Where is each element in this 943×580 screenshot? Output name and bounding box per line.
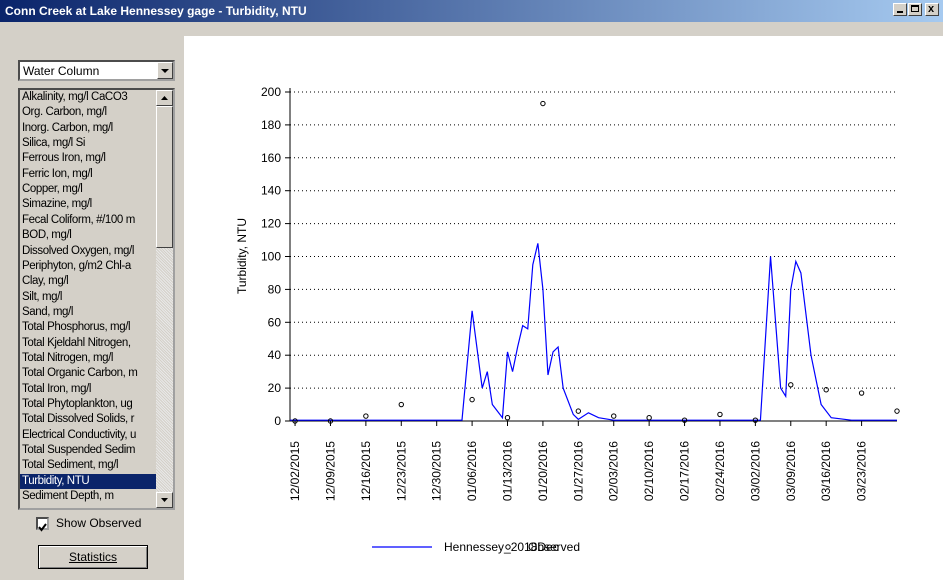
observed-point — [327, 418, 334, 424]
legend-label: Observed — [528, 540, 580, 554]
x-tick-label: 02/17/2016 — [678, 441, 692, 501]
y-tick-label: 140 — [261, 184, 281, 198]
list-item[interactable]: Ferrous Iron, mg/l — [22, 152, 106, 165]
x-tick-label: 03/09/2016 — [784, 441, 798, 501]
observed-point — [858, 390, 865, 396]
x-tick-label: 01/13/2016 — [501, 441, 515, 501]
checkbox[interactable] — [36, 517, 49, 532]
checkbox-label[interactable]: Show Observed — [56, 516, 142, 530]
arrow-icon — [161, 498, 168, 502]
window-title: Conn Creek at Lake Hennessey gage - Turb… — [5, 4, 307, 18]
y-tick-label: 20 — [268, 381, 282, 395]
dropdown-value: Water Column — [23, 64, 100, 78]
y-tick-label: 160 — [261, 151, 281, 165]
x-tick-label: 01/20/2016 — [536, 441, 550, 501]
observed-point — [398, 401, 404, 408]
scrollbar[interactable] — [156, 90, 173, 508]
y-tick-label: 120 — [261, 217, 281, 231]
observed-point — [363, 413, 369, 419]
y-axis-label: Turbidity, NTU — [235, 218, 249, 294]
arrow-icon — [161, 96, 168, 100]
list-item[interactable]: Total Dissolved Solids, r — [22, 413, 135, 426]
statistics-button[interactable]: Statistics — [38, 545, 148, 569]
list-item[interactable]: Total Organic Carbon, m — [22, 367, 138, 380]
list-item[interactable]: Electrical Conductivity, u — [22, 428, 137, 441]
scroll-down[interactable] — [156, 492, 173, 508]
scroll-up[interactable] — [156, 90, 173, 106]
legend-marker — [505, 544, 511, 550]
y-tick-label: 100 — [261, 250, 281, 264]
list-item[interactable]: Sand, mg/l — [22, 305, 73, 318]
x-tick-label: 02/03/2016 — [607, 441, 621, 501]
observed-point — [752, 417, 759, 423]
list-item[interactable]: Ferric Ion, mg/l — [22, 167, 93, 180]
check-mark — [38, 523, 47, 532]
x-tick-label: 12/09/2015 — [323, 441, 337, 501]
list-item[interactable]: Total Iron, mg/l — [22, 382, 92, 395]
list-item[interactable]: Inorg. Carbon, mg/l — [22, 121, 113, 134]
observed-point — [469, 396, 475, 403]
x-tick-label: 02/10/2016 — [642, 441, 656, 501]
observed-point — [646, 415, 652, 421]
minimize-button[interactable] — [893, 3, 907, 16]
y-tick-label: 40 — [268, 348, 282, 362]
list-item[interactable]: Fecal Coliform, #/100 m — [22, 213, 135, 226]
x-tick-label: 03/23/2016 — [855, 441, 869, 501]
list-item[interactable]: Total Sediment, mg/l — [22, 459, 119, 472]
x-tick-label: 01/06/2016 — [465, 441, 479, 501]
x-tick-label: 12/30/2015 — [430, 441, 444, 501]
list-item[interactable]: Silica, mg/l Si — [22, 137, 86, 150]
y-tick-label: 60 — [268, 315, 282, 329]
list-item[interactable]: Periphyton, g/m2 Chl-a — [22, 259, 131, 272]
x-tick-label: 03/16/2016 — [819, 441, 833, 501]
maximize-button[interactable] — [908, 3, 922, 16]
list-item[interactable]: Copper, mg/l — [22, 183, 83, 196]
data-line — [290, 243, 897, 421]
dropdown-arrow[interactable] — [157, 62, 173, 79]
observed-point — [788, 382, 794, 388]
chart: Turbidity, NTU 0 20 40 60 80 100 120 140 160 180 2… — [184, 36, 943, 580]
observed-point — [717, 411, 723, 418]
title-bar: Conn Creek at Lake Hennessey gage - Turb… — [0, 0, 943, 22]
list-item[interactable]: Turbidity, NTU — [20, 473, 156, 489]
list-item[interactable]: Total Kjeldahl Nitrogen, — [22, 336, 131, 349]
observed-point — [894, 408, 900, 414]
list-item[interactable]: Sediment Depth, m — [22, 490, 114, 503]
list-item[interactable]: Total Nitrogen, mg/l — [22, 351, 114, 364]
y-tick-label: 0 — [274, 414, 281, 428]
list-item[interactable]: Org. Carbon, mg/l — [22, 106, 107, 119]
close-button[interactable]: x — [925, 3, 939, 16]
list-item[interactable]: Total Phytoplankton, ug — [22, 398, 133, 410]
list-item[interactable]: Total Phosphorus, mg/l — [22, 321, 131, 334]
observed-point — [540, 100, 546, 107]
x-tick-label: 12/16/2015 — [359, 441, 373, 501]
scroll-thumb[interactable] — [156, 106, 173, 248]
y-tick-label: 180 — [261, 118, 281, 132]
observed-point — [681, 417, 688, 423]
x-tick-label: 12/02/2015 — [288, 441, 302, 501]
list-item[interactable]: Total Suspended Sedim — [22, 444, 136, 457]
list-box[interactable]: Alkalinity, mg/l CaCO3 Org. Carbon, mg/l I… — [18, 88, 175, 510]
x-tick-label: 01/27/2016 — [571, 441, 585, 501]
legend-label: Hennessey_2018Dec — [444, 540, 559, 554]
list-item[interactable]: Dissolved Oxygen, mg/l — [22, 244, 134, 257]
y-tick-label: 200 — [261, 85, 281, 99]
observed-point — [611, 413, 617, 419]
observed-point — [504, 415, 511, 421]
x-tick-label: 03/02/2016 — [748, 441, 762, 501]
arrow-icon — [161, 69, 169, 73]
dropdown[interactable]: Water Column — [18, 60, 175, 81]
list-item[interactable]: Simazine, mg/l — [22, 198, 92, 211]
x-tick-label: 02/24/2016 — [713, 441, 727, 501]
observed-point — [823, 387, 829, 393]
list-item[interactable]: Clay, mg/l — [22, 275, 69, 288]
list-item[interactable]: Alkalinity, mg/l CaCO3 — [22, 91, 128, 103]
x-tick-label: 12/23/2015 — [394, 441, 408, 501]
observed-point — [292, 418, 298, 424]
list-item[interactable]: Silt, mg/l — [22, 290, 63, 303]
list-item[interactable]: BOD, mg/l — [22, 229, 72, 242]
y-tick-label: 80 — [268, 282, 282, 296]
observed-point — [575, 408, 582, 414]
